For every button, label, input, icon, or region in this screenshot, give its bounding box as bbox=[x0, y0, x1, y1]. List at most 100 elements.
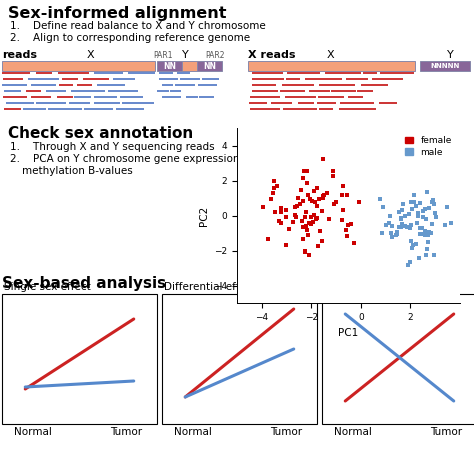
Text: Y: Y bbox=[182, 50, 188, 60]
Point bbox=[409, 205, 416, 212]
Point bbox=[323, 189, 330, 197]
Point bbox=[305, 251, 313, 259]
Point bbox=[310, 219, 317, 226]
Point bbox=[277, 208, 284, 216]
Text: Sex-informed alignment: Sex-informed alignment bbox=[8, 6, 227, 21]
Point bbox=[329, 172, 337, 179]
Point bbox=[447, 219, 455, 227]
Point bbox=[313, 185, 321, 192]
Point bbox=[386, 212, 394, 219]
Text: Tumor: Tumor bbox=[430, 427, 462, 437]
Text: Normal: Normal bbox=[14, 427, 52, 437]
Point bbox=[277, 205, 285, 212]
Point bbox=[404, 261, 411, 269]
Point bbox=[296, 200, 304, 208]
Point bbox=[385, 219, 393, 227]
Point bbox=[400, 201, 407, 208]
X-axis label: PC1: PC1 bbox=[338, 328, 358, 337]
Point bbox=[392, 231, 399, 238]
Point bbox=[277, 219, 284, 227]
Point bbox=[300, 223, 307, 230]
Point bbox=[401, 222, 409, 230]
Point bbox=[433, 213, 440, 220]
Point bbox=[379, 203, 387, 211]
Point bbox=[403, 224, 411, 231]
Point bbox=[308, 220, 315, 228]
Point bbox=[423, 245, 430, 253]
Bar bbox=[322, 294, 474, 424]
Point bbox=[406, 258, 413, 265]
Point bbox=[282, 206, 290, 214]
Point bbox=[419, 230, 426, 237]
Point bbox=[333, 198, 340, 206]
Point bbox=[388, 229, 395, 237]
Point bbox=[303, 179, 311, 187]
Point bbox=[415, 254, 422, 262]
Point bbox=[310, 211, 317, 219]
Point bbox=[294, 194, 302, 202]
Text: 2.    Align to corresponding reference genome: 2. Align to corresponding reference geno… bbox=[10, 33, 250, 43]
Point bbox=[305, 231, 312, 239]
Point bbox=[302, 222, 310, 229]
Text: Sex-based analysis: Sex-based analysis bbox=[2, 276, 166, 291]
Point bbox=[425, 204, 433, 212]
Point bbox=[355, 198, 362, 206]
Text: Check sex annotation: Check sex annotation bbox=[8, 126, 193, 141]
Point bbox=[397, 214, 405, 222]
Text: X reads: X reads bbox=[248, 50, 295, 60]
Point bbox=[389, 222, 396, 230]
Point bbox=[405, 210, 413, 218]
Point bbox=[417, 224, 424, 231]
Text: Differential effect: Differential effect bbox=[164, 282, 256, 292]
Point bbox=[301, 213, 309, 220]
Point bbox=[422, 252, 429, 259]
Text: 2.    PCA on Y chromosome gene expression or: 2. PCA on Y chromosome gene expression o… bbox=[10, 154, 254, 164]
Point bbox=[308, 197, 316, 205]
Text: Y: Y bbox=[447, 50, 453, 60]
Point bbox=[388, 233, 396, 241]
Point bbox=[318, 237, 326, 245]
Bar bbox=[420, 61, 470, 71]
Point bbox=[300, 235, 307, 243]
Point bbox=[350, 239, 358, 247]
Point bbox=[270, 189, 277, 196]
Point bbox=[382, 221, 390, 228]
Point bbox=[345, 221, 352, 229]
Point bbox=[376, 195, 383, 202]
Text: Normal: Normal bbox=[174, 427, 212, 437]
Point bbox=[412, 203, 419, 210]
Point bbox=[431, 210, 439, 217]
Text: Single sex effect: Single sex effect bbox=[4, 282, 91, 292]
Point bbox=[393, 228, 401, 236]
Point bbox=[429, 196, 437, 204]
Point bbox=[293, 202, 301, 210]
Point bbox=[428, 220, 436, 228]
Point bbox=[399, 206, 406, 214]
Point bbox=[414, 210, 421, 217]
Text: PAR1: PAR1 bbox=[153, 51, 173, 60]
Point bbox=[410, 191, 418, 199]
Legend: female, male: female, male bbox=[401, 133, 455, 160]
Point bbox=[348, 221, 356, 228]
Point bbox=[289, 219, 296, 226]
Point bbox=[339, 182, 346, 189]
Point bbox=[410, 198, 418, 206]
Point bbox=[267, 195, 275, 203]
Point bbox=[395, 208, 403, 215]
Point bbox=[428, 229, 435, 237]
Point bbox=[339, 206, 346, 214]
Bar bbox=[2, 294, 157, 424]
Point bbox=[318, 207, 326, 214]
Point bbox=[319, 155, 327, 163]
Point bbox=[313, 202, 320, 210]
Point bbox=[422, 205, 429, 213]
Point bbox=[408, 198, 415, 206]
Text: PAR2: PAR2 bbox=[205, 51, 225, 60]
Point bbox=[397, 216, 405, 223]
Point bbox=[304, 226, 311, 234]
Point bbox=[316, 228, 324, 235]
Point bbox=[302, 209, 310, 216]
Point bbox=[325, 216, 333, 223]
Point bbox=[442, 221, 449, 229]
Text: reads: reads bbox=[2, 50, 37, 60]
